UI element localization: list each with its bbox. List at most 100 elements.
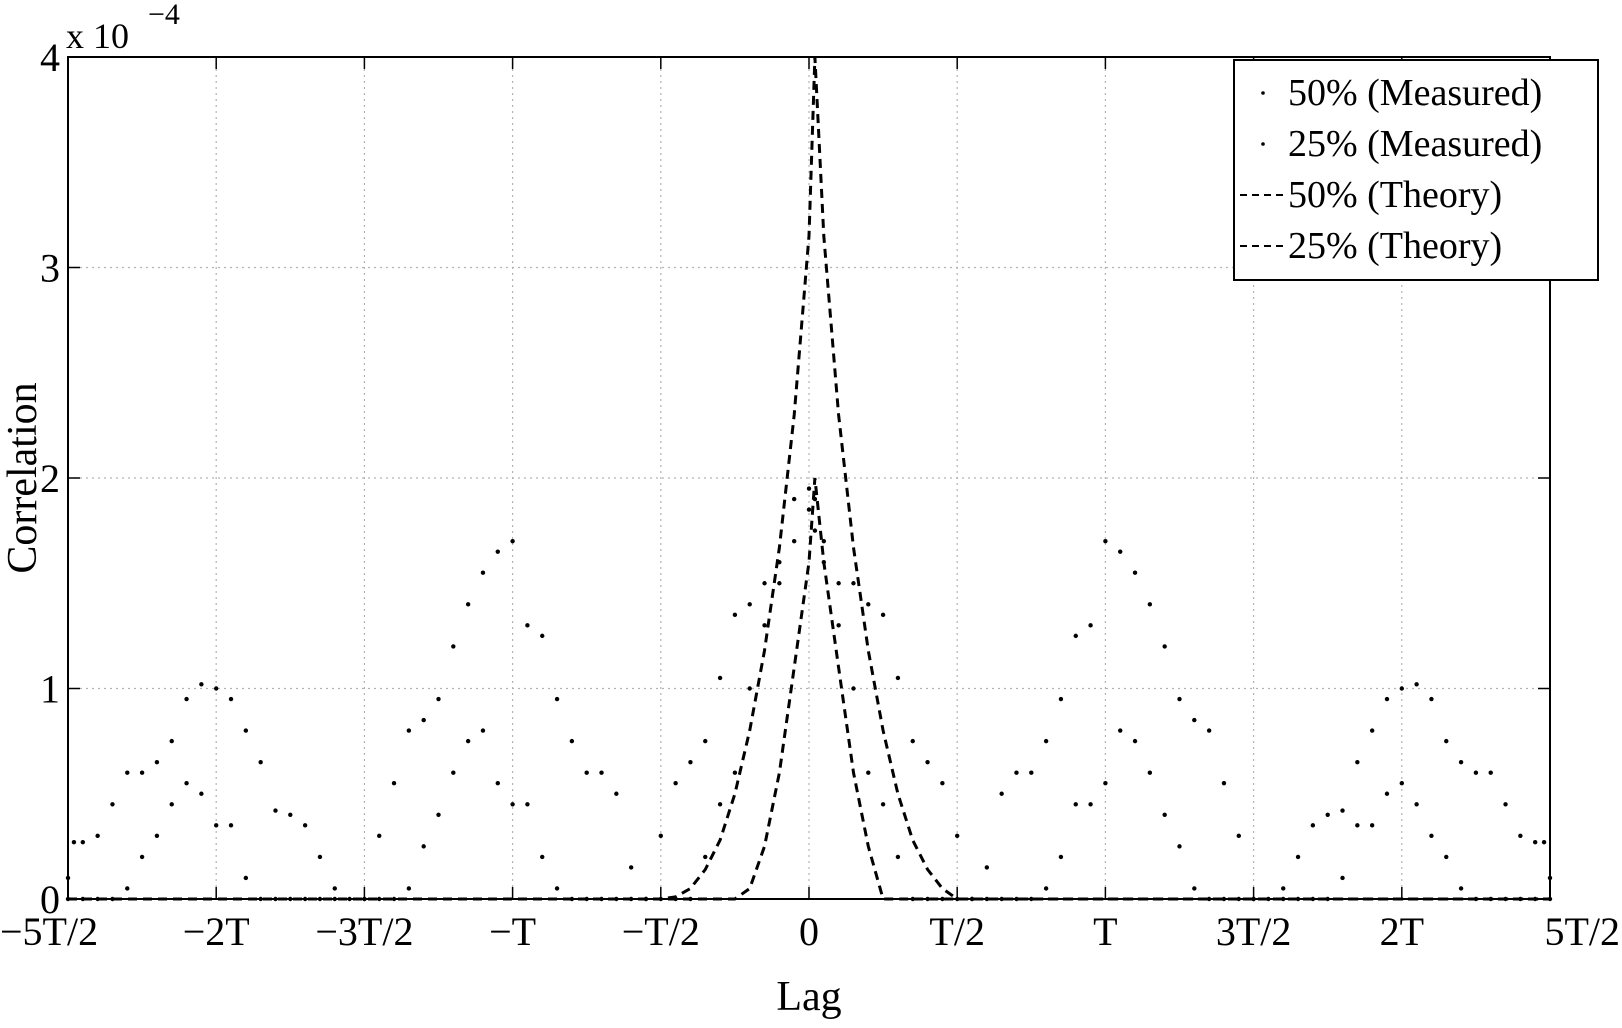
y-axis-title: Correlation [0,382,46,573]
data-point [540,854,545,860]
data-point [510,802,515,807]
data-point [703,854,708,860]
data-point [1192,717,1197,723]
data-point [1295,854,1301,860]
data-point [569,738,575,744]
data-point [866,602,871,607]
data-point [1518,833,1523,839]
x-tick-label: T/2 [929,909,985,954]
data-point [495,549,500,554]
data-point [1281,886,1286,891]
data-point [184,696,189,702]
data-point [302,823,308,828]
data-point [332,886,337,891]
legend-dot-marker [1261,142,1265,146]
data-point [1444,738,1449,744]
data-point [851,686,856,691]
data-point [1043,738,1049,744]
data-point [1541,839,1547,845]
grid [67,57,1551,899]
data-point [791,538,797,544]
legend-label: 50% (Measured) [1288,72,1542,114]
data-point [791,496,797,502]
legend-entry: 25% (Theory) [1240,225,1502,267]
data-point [762,581,767,586]
data-point [214,823,219,828]
data-point [1503,802,1508,807]
y-tick-label: 1 [40,667,60,712]
data-point [821,538,827,544]
x-tick-label: T [1093,909,1117,954]
data-point [1532,839,1538,845]
x-tick-label: −T [489,909,536,954]
data-point [599,770,604,775]
legend-label: 25% (Theory) [1288,225,1502,267]
data-point [258,759,263,765]
data-point [125,886,130,891]
data-point [925,759,930,765]
data-point [154,759,160,765]
data-point [1399,686,1405,691]
data-point [1029,770,1034,775]
data-point [1340,875,1345,881]
data-point [1429,833,1434,839]
data-point [732,770,738,775]
x-tick-label: −5T/2 [0,909,98,954]
data-point [1132,738,1138,744]
legend-entry: 25% (Measured) [1261,123,1542,165]
x-tick-label: 3T/2 [1216,909,1292,954]
data-point [1399,781,1405,786]
x-tick-label: 5T/2 [1544,909,1620,954]
data-point [1177,696,1182,702]
data-point [525,802,530,807]
data-point [717,675,723,681]
series-line [68,56,1550,901]
data-point [1444,854,1449,860]
data-point [421,844,426,849]
data-point [495,781,500,786]
data-point [1355,759,1360,765]
data-point [1473,770,1479,775]
legend-entry: 50% (Measured) [1261,72,1542,114]
data-point [836,623,841,628]
data-point [866,770,871,775]
data-point [984,865,990,870]
data-point [1088,623,1093,628]
data-point [184,781,189,786]
data-point [480,728,486,733]
data-point [1384,791,1390,796]
data-point [1058,696,1064,702]
data-point [243,875,249,881]
data-point [1147,602,1153,607]
data-point [451,644,456,649]
data-point [1162,812,1167,817]
x-tick-label: −T/2 [622,909,700,954]
data-point [732,612,738,618]
data-point [1206,728,1212,733]
data-point [243,728,249,733]
data-point [199,682,204,687]
y-axis-exponent-power: −4 [148,0,180,31]
data-point [955,833,960,839]
legend: 50% (Measured) 25% (Measured) 50% (Theory)… [1233,59,1599,281]
legend-dot-marker [1261,91,1265,95]
data-point [895,854,901,860]
data-point [1458,886,1464,891]
data-point [717,802,723,807]
data-point [851,581,856,586]
data-point [377,833,382,839]
data-point [1310,823,1316,828]
y-axis-exponent-base: x 10 [66,16,129,56]
data-point [806,507,812,512]
data-point [777,581,782,586]
data-point [451,770,456,775]
data-point [554,886,560,891]
data-point [71,839,77,845]
data-point [317,854,323,860]
data-point [288,812,293,817]
x-axis-title: Lag [776,974,841,1020]
y-tick-label: 0 [40,877,60,922]
data-point [1118,728,1123,733]
legend-label: 50% (Theory) [1288,174,1502,216]
